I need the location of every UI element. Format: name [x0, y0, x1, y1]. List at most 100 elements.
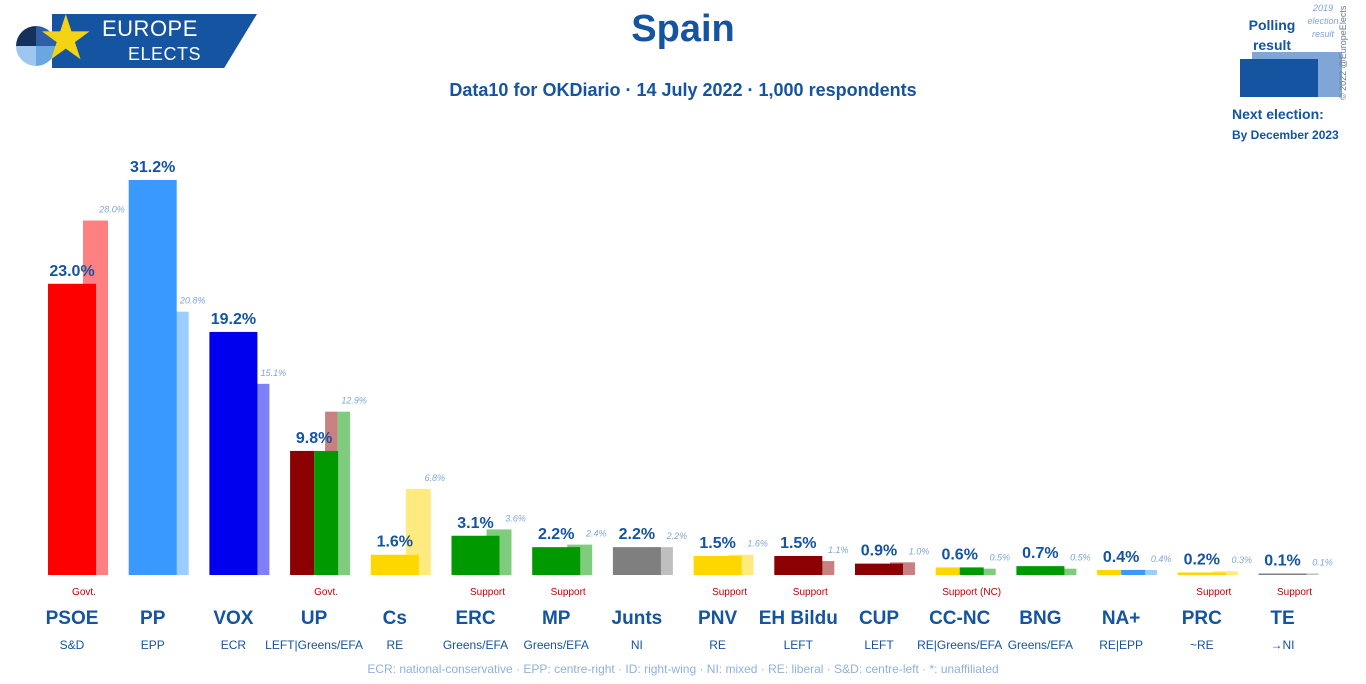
bar-poll-na--0 — [1097, 569, 1122, 575]
party-group-pnv: RE — [709, 638, 726, 652]
page-subtitle: Data10 for OKDiario · 14 July 2022 · 1,0… — [449, 80, 917, 100]
value-label-cc-nc: 0.6% — [941, 546, 977, 563]
logo-star-icon: ★ — [38, 4, 94, 73]
status-label-te: Support — [1277, 587, 1312, 598]
bar-poll-junts — [612, 547, 661, 575]
status-label-cc-nc: Support (NC) — [942, 587, 1001, 598]
value-label-cs: 1.6% — [377, 534, 413, 551]
value-label-erc: 3.1% — [457, 515, 493, 532]
value-label-pp: 31.2% — [130, 159, 175, 176]
value-label-vox: 19.2% — [211, 311, 256, 328]
legend-election-label: 2019 election result — [1307, 3, 1339, 39]
next-election-label: Next election: — [1232, 106, 1324, 122]
value-label-bng: 0.7% — [1022, 545, 1058, 562]
logo-circle-icon — [16, 26, 56, 66]
party-group-eh-bildu: LEFT — [784, 638, 814, 652]
prev-value-label-mp: 2.4% — [585, 529, 607, 539]
prev-value-label-bng: 0.5% — [1070, 553, 1091, 563]
bar-poll-te — [1258, 573, 1307, 575]
prev-value-label-erc: 3.6% — [505, 513, 526, 523]
prev-value-label-pnv: 1.6% — [747, 539, 768, 549]
bar-poll-cc-nc-1 — [959, 567, 984, 575]
prev-value-label-psoe: 28.0% — [98, 205, 125, 215]
status-label-pnv: Support — [712, 587, 747, 598]
bar-poll-erc — [451, 535, 500, 575]
party-group-cc-nc: RE|Greens/EFA — [917, 638, 1002, 652]
party-group-pp: EPP — [141, 638, 165, 652]
prev-value-label-junts: 2.2% — [666, 531, 688, 541]
status-label-prc: Support — [1196, 587, 1231, 598]
party-name-pp: PP — [140, 608, 166, 629]
bar-poll-cup — [855, 563, 903, 575]
party-group-up: LEFT|Greens/EFA — [265, 638, 363, 652]
party-group-na-: RE|EPP — [1099, 638, 1143, 652]
bar-poll-psoe — [48, 283, 96, 575]
party-group-vox: ECR — [221, 638, 247, 652]
legend-polling-label: Polling result — [1248, 17, 1296, 53]
party-name-pnv: PNV — [698, 608, 737, 629]
value-label-mp: 2.2% — [538, 526, 574, 543]
prev-value-label-vox: 15.1% — [261, 368, 287, 378]
value-label-eh-bildu: 1.5% — [780, 535, 816, 552]
bar-poll-pp — [128, 180, 177, 575]
status-label-eh-bildu: Support — [793, 587, 828, 598]
prev-value-label-na-: 0.4% — [1151, 554, 1172, 564]
party-name-na-: NA+ — [1102, 608, 1141, 629]
bar-poll-prc — [1177, 572, 1226, 575]
value-label-prc: 0.2% — [1184, 551, 1220, 568]
legend-polling-swatch — [1240, 59, 1318, 97]
party-group-junts: NI — [631, 638, 643, 652]
bar-poll-up-1 — [314, 450, 339, 575]
bar-poll-vox — [209, 331, 258, 575]
value-label-te: 0.1% — [1264, 553, 1300, 570]
value-label-up: 9.8% — [296, 430, 332, 447]
europe-elects-logo: ★ EUROPE ELECTS — [12, 8, 262, 70]
party-group-cs: RE — [386, 638, 403, 652]
value-label-junts: 2.2% — [619, 526, 655, 543]
prev-value-label-cup: 1.0% — [909, 546, 930, 556]
party-group-cup: LEFT — [864, 638, 894, 652]
bar-poll-cs — [370, 554, 419, 575]
next-election-value: By December 2023 — [1232, 128, 1339, 142]
party-name-cup: CUP — [859, 608, 899, 629]
logo-text-elects: ELECTS — [128, 44, 202, 64]
party-name-up: UP — [301, 608, 328, 629]
status-label-up: Govt. — [314, 587, 338, 598]
party-group-mp: Greens/EFA — [524, 638, 589, 652]
prev-value-label-cs: 6.8% — [425, 473, 446, 483]
logo-text-europe: EUROPE — [102, 16, 198, 41]
bar-poll-up-0 — [290, 450, 315, 575]
party-group-prc: ~RE — [1190, 638, 1214, 652]
party-name-eh-bildu: EH Bildu — [759, 608, 838, 629]
prev-value-label-cc-nc: 0.5% — [989, 553, 1010, 563]
party-group-erc: Greens/EFA — [443, 638, 508, 652]
party-name-mp: MP — [542, 608, 571, 629]
footer-legend: ECR: national-conservative · EPP: centre… — [367, 662, 999, 676]
bar-poll-cc-nc-0 — [935, 567, 960, 575]
prev-value-label-prc: 0.3% — [1232, 555, 1253, 565]
party-name-vox: VOX — [213, 608, 253, 629]
party-name-erc: ERC — [455, 608, 495, 629]
prev-value-label-pp: 20.8% — [179, 296, 206, 306]
bar-poll-na--1 — [1121, 569, 1146, 575]
party-name-psoe: PSOE — [46, 608, 99, 629]
status-label-psoe: Govt. — [72, 587, 96, 598]
bar-poll-eh-bildu — [774, 556, 823, 575]
party-name-bng: BNG — [1019, 608, 1061, 629]
page-title: Spain — [631, 8, 735, 50]
value-label-cup: 0.9% — [861, 543, 897, 560]
value-label-pnv: 1.5% — [699, 535, 735, 552]
value-label-na-: 0.4% — [1103, 549, 1139, 566]
party-group-te: →NI — [1271, 638, 1295, 652]
party-name-cc-nc: CC-NC — [929, 608, 990, 629]
party-group-bng: Greens/EFA — [1008, 638, 1073, 652]
prev-value-label-eh-bildu: 1.1% — [828, 545, 849, 555]
party-name-te: TE — [1270, 608, 1294, 629]
prev-value-label-te: 0.1% — [1312, 558, 1333, 568]
party-name-junts: Junts — [612, 608, 663, 629]
logo-band — [52, 14, 257, 68]
bar-2019-up-1 — [337, 411, 351, 575]
prev-value-label-up: 12.9% — [341, 396, 367, 406]
party-name-cs: Cs — [383, 608, 407, 629]
